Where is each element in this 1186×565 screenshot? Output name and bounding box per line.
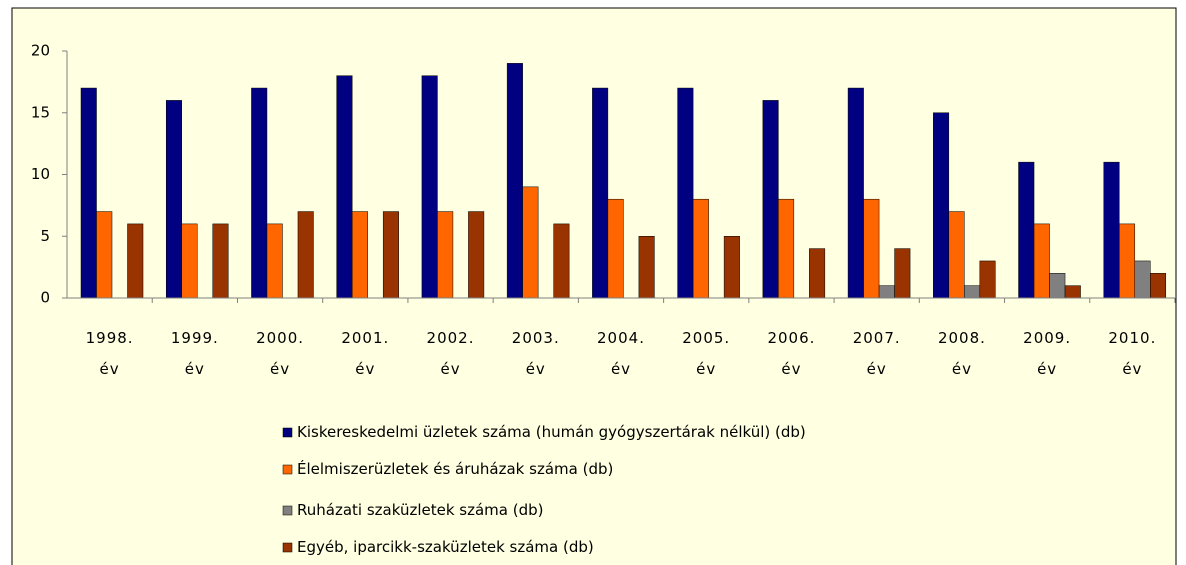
bar bbox=[1049, 273, 1066, 299]
bar bbox=[1064, 285, 1081, 299]
legend-label: Egyéb, iparcikk-szaküzletek száma (db) bbox=[297, 538, 594, 556]
bar bbox=[212, 223, 229, 299]
bar bbox=[421, 75, 438, 299]
x-tick-label: 1999. év bbox=[170, 329, 219, 378]
bar bbox=[847, 87, 864, 299]
x-tick-label: 2009. év bbox=[1023, 329, 1072, 378]
x-tick-label: 2010. év bbox=[1108, 329, 1157, 378]
bar bbox=[1033, 223, 1050, 299]
bar bbox=[638, 236, 655, 299]
x-tick-label: 2008. év bbox=[937, 329, 986, 378]
bar bbox=[677, 87, 694, 299]
bar bbox=[382, 211, 399, 299]
bar bbox=[297, 211, 314, 299]
bar bbox=[607, 198, 624, 299]
bar bbox=[251, 87, 268, 299]
x-tick-label: 2004. év bbox=[597, 329, 645, 378]
bar bbox=[437, 211, 454, 299]
y-tick-label: 15 bbox=[31, 103, 50, 121]
y-tick-label: 0 bbox=[40, 289, 50, 307]
bar bbox=[336, 75, 353, 299]
legend-label: Élelmiszerüzletek és áruházak száma (db) bbox=[297, 460, 614, 478]
bar bbox=[1150, 273, 1167, 299]
bar bbox=[778, 198, 795, 299]
bar bbox=[553, 223, 570, 299]
bar bbox=[933, 112, 950, 299]
x-tick-label: 2002. év bbox=[426, 329, 475, 378]
bar bbox=[948, 211, 965, 299]
bar bbox=[1119, 223, 1136, 299]
bar bbox=[351, 211, 368, 299]
x-tick-label: 2000. év bbox=[256, 329, 305, 378]
legend-swatch bbox=[282, 427, 293, 438]
bar bbox=[809, 248, 826, 299]
bar bbox=[1018, 161, 1035, 299]
bar bbox=[127, 223, 144, 299]
bar bbox=[878, 285, 895, 299]
bar bbox=[863, 198, 880, 299]
bar bbox=[592, 87, 609, 299]
y-tick-label: 20 bbox=[31, 42, 50, 60]
x-tick-label: 2003. év bbox=[511, 329, 560, 378]
bar bbox=[1103, 161, 1120, 299]
x-tick-label: 2006. év bbox=[767, 329, 816, 378]
bar bbox=[266, 223, 283, 299]
bar bbox=[723, 236, 740, 299]
x-tick-label: 2007. év bbox=[852, 329, 901, 378]
legend-swatch bbox=[282, 464, 293, 475]
x-tick-label: 2005. év bbox=[682, 329, 731, 378]
y-tick-label: 10 bbox=[31, 165, 50, 183]
legend-label: Ruházati szaküzletek száma (db) bbox=[297, 501, 544, 519]
bar bbox=[506, 63, 523, 299]
bar bbox=[165, 100, 182, 299]
bar bbox=[979, 260, 996, 299]
x-tick-label: 2001. év bbox=[341, 329, 390, 378]
bar bbox=[522, 186, 539, 299]
x-tick-label: 1998. év bbox=[85, 329, 134, 378]
bar bbox=[762, 100, 779, 299]
bar bbox=[894, 248, 911, 299]
bar bbox=[181, 223, 198, 299]
bar bbox=[468, 211, 485, 299]
bar bbox=[1134, 260, 1151, 299]
legend-swatch bbox=[282, 542, 293, 553]
bar bbox=[96, 211, 113, 299]
y-tick-label: 5 bbox=[40, 227, 50, 245]
bar bbox=[964, 285, 981, 299]
legend-label: Kiskereskedelmi üzletek száma (humán gyó… bbox=[297, 423, 806, 441]
bar bbox=[692, 198, 709, 299]
legend-swatch bbox=[282, 505, 293, 516]
bar bbox=[80, 87, 97, 299]
